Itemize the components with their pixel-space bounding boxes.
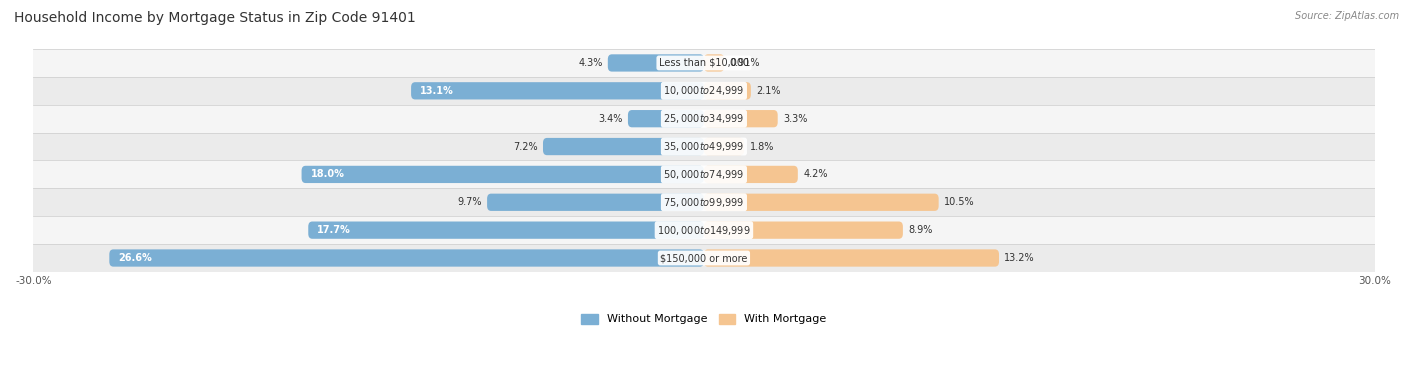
FancyBboxPatch shape [543, 138, 704, 155]
FancyBboxPatch shape [704, 82, 751, 99]
Text: 2.1%: 2.1% [756, 86, 780, 96]
Text: 0.91%: 0.91% [730, 58, 761, 68]
Legend: Without Mortgage, With Mortgage: Without Mortgage, With Mortgage [576, 309, 831, 329]
FancyBboxPatch shape [704, 54, 724, 71]
FancyBboxPatch shape [411, 82, 704, 99]
Text: Household Income by Mortgage Status in Zip Code 91401: Household Income by Mortgage Status in Z… [14, 11, 416, 25]
Text: $35,000 to $49,999: $35,000 to $49,999 [664, 140, 745, 153]
Text: $75,000 to $99,999: $75,000 to $99,999 [664, 196, 745, 209]
Text: 26.6%: 26.6% [118, 253, 152, 263]
FancyBboxPatch shape [704, 249, 1000, 266]
FancyBboxPatch shape [704, 166, 797, 183]
FancyBboxPatch shape [704, 222, 903, 239]
Text: 10.5%: 10.5% [943, 197, 974, 207]
Text: 1.8%: 1.8% [749, 141, 773, 152]
FancyBboxPatch shape [628, 110, 704, 127]
Text: $150,000 or more: $150,000 or more [661, 253, 748, 263]
Text: $25,000 to $34,999: $25,000 to $34,999 [664, 112, 745, 125]
FancyBboxPatch shape [110, 249, 704, 266]
Bar [34, 105, 1375, 133]
Text: Source: ZipAtlas.com: Source: ZipAtlas.com [1295, 11, 1399, 21]
Bar [34, 216, 1375, 244]
FancyBboxPatch shape [486, 194, 704, 211]
Text: $100,000 to $149,999: $100,000 to $149,999 [657, 224, 751, 237]
FancyBboxPatch shape [308, 222, 704, 239]
FancyBboxPatch shape [704, 138, 744, 155]
Text: 17.7%: 17.7% [318, 225, 352, 235]
Text: 4.2%: 4.2% [803, 169, 828, 180]
Bar [34, 49, 1375, 77]
Text: 8.9%: 8.9% [908, 225, 932, 235]
Text: 3.3%: 3.3% [783, 114, 807, 124]
Text: Less than $10,000: Less than $10,000 [659, 58, 749, 68]
Bar [34, 133, 1375, 161]
Text: 7.2%: 7.2% [513, 141, 537, 152]
Text: $50,000 to $74,999: $50,000 to $74,999 [664, 168, 745, 181]
FancyBboxPatch shape [704, 110, 778, 127]
Text: 4.3%: 4.3% [578, 58, 602, 68]
Bar [34, 244, 1375, 272]
FancyBboxPatch shape [301, 166, 704, 183]
Bar [34, 161, 1375, 188]
Text: 13.1%: 13.1% [420, 86, 454, 96]
Bar [34, 188, 1375, 216]
Text: 13.2%: 13.2% [1004, 253, 1035, 263]
Text: 9.7%: 9.7% [457, 197, 482, 207]
Bar [34, 77, 1375, 105]
Text: 18.0%: 18.0% [311, 169, 344, 180]
FancyBboxPatch shape [607, 54, 704, 71]
Text: $10,000 to $24,999: $10,000 to $24,999 [664, 84, 745, 97]
Text: 3.4%: 3.4% [598, 114, 623, 124]
FancyBboxPatch shape [704, 194, 939, 211]
